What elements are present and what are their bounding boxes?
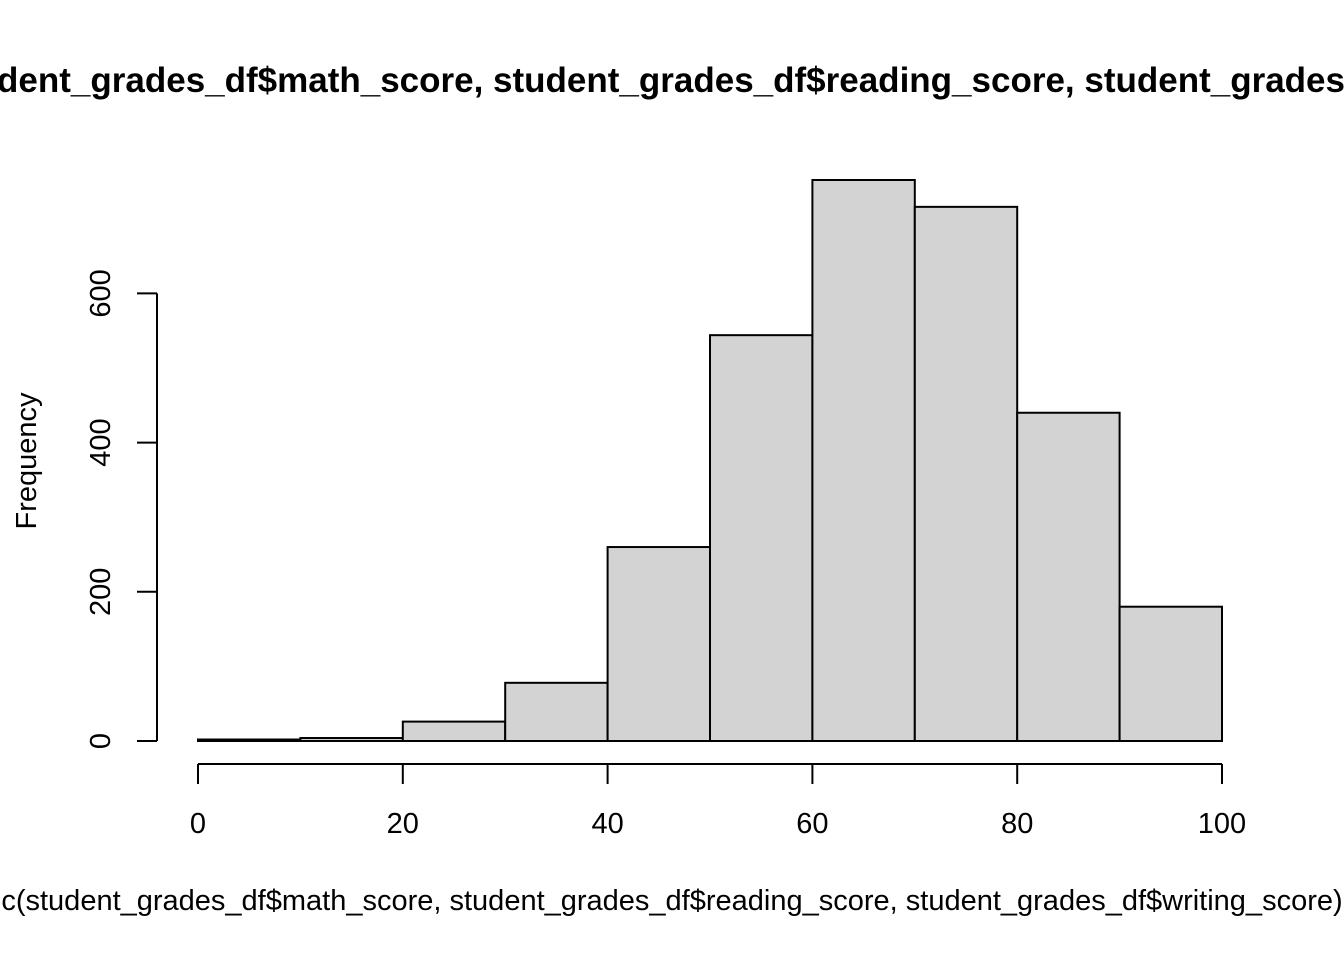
y-tick-label-2: 400 [85,418,117,466]
histogram-bar-7 [913,205,1019,742]
x-axis: 0 20 40 60 80 100 [190,763,1246,840]
x-tick-label-5: 100 [1198,808,1246,840]
histogram-bar-1 [299,737,404,742]
x-tick-label-4: 80 [1001,808,1033,840]
x-tick-label-1: 20 [387,808,419,840]
y-axis-label: Frequency [11,392,43,530]
histogram-bar-6 [811,179,916,742]
chart-title: Histogram of c(student_grades_df$math_sc… [0,61,1344,100]
histogram-bar-4 [606,546,711,742]
histogram-bar-8 [1016,411,1121,742]
bars-group [197,179,1223,743]
histogram-bar-9 [1118,605,1223,742]
x-tick-label-2: 40 [591,808,623,840]
y-axis: 0 200 400 600 [85,269,158,749]
x-axis-label: c(student_grades_df$math_score, student_… [1,885,1342,917]
histogram-bar-3 [504,681,609,742]
histogram-bar-5 [709,334,814,742]
histogram-bar-2 [401,720,507,742]
y-tick-label-3: 600 [85,269,117,317]
histogram-bar-0 [197,738,302,743]
y-tick-label-0: 0 [85,733,117,749]
x-tick-label-0: 0 [190,808,206,840]
x-tick-label-3: 60 [796,808,828,840]
y-tick-label-1: 200 [85,568,117,616]
